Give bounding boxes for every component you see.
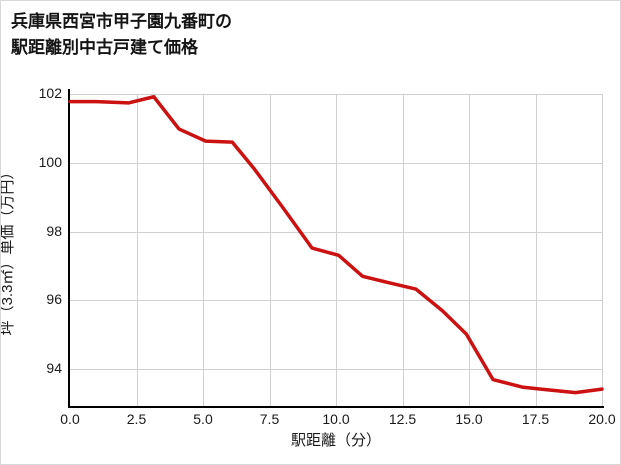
x-tick-label: 10.0 [322,411,350,427]
x-tick-label: 15.0 [455,411,483,427]
chart-title: 兵庫県西宮市甲子園九番町の 駅距離別中古戸建て価格 [11,12,232,57]
x-tick-label: 17.5 [521,411,550,427]
gridline-x-5.0 [203,94,204,406]
x-axis-spine [68,406,604,408]
y-tick-label: 98 [46,222,62,239]
y-tick-label: 94 [46,360,62,377]
y-tick-label: 96 [46,291,62,308]
gridline-x-10.0 [336,94,337,406]
gridline-x-2.5 [136,94,138,406]
y-axis-label: 坪（3.3㎡）単価（万円） [0,164,16,336]
y-axis-spine [68,89,70,408]
plot-area [68,94,604,406]
gridline-x-17.5 [535,94,537,406]
x-tick-label: 2.5 [126,411,147,427]
line-series [68,95,604,395]
series-polyline [68,95,604,395]
x-axis-label: 駅距離（分） [290,432,381,449]
gridline-x-15.0 [469,94,470,406]
x-tick-label: 20.0 [588,411,616,427]
gridline-x-7.5 [269,94,271,406]
x-tick-label: 0.0 [60,411,80,427]
x-tick-label: 7.5 [259,411,280,427]
x-tick-label: 12.5 [388,411,417,427]
y-tick-label: 102 [38,85,62,101]
gridline-x-20.0 [602,94,603,406]
gridline-x-12.5 [402,94,404,406]
x-tick-label: 5.0 [193,411,213,427]
y-tick-label: 100 [38,153,62,170]
